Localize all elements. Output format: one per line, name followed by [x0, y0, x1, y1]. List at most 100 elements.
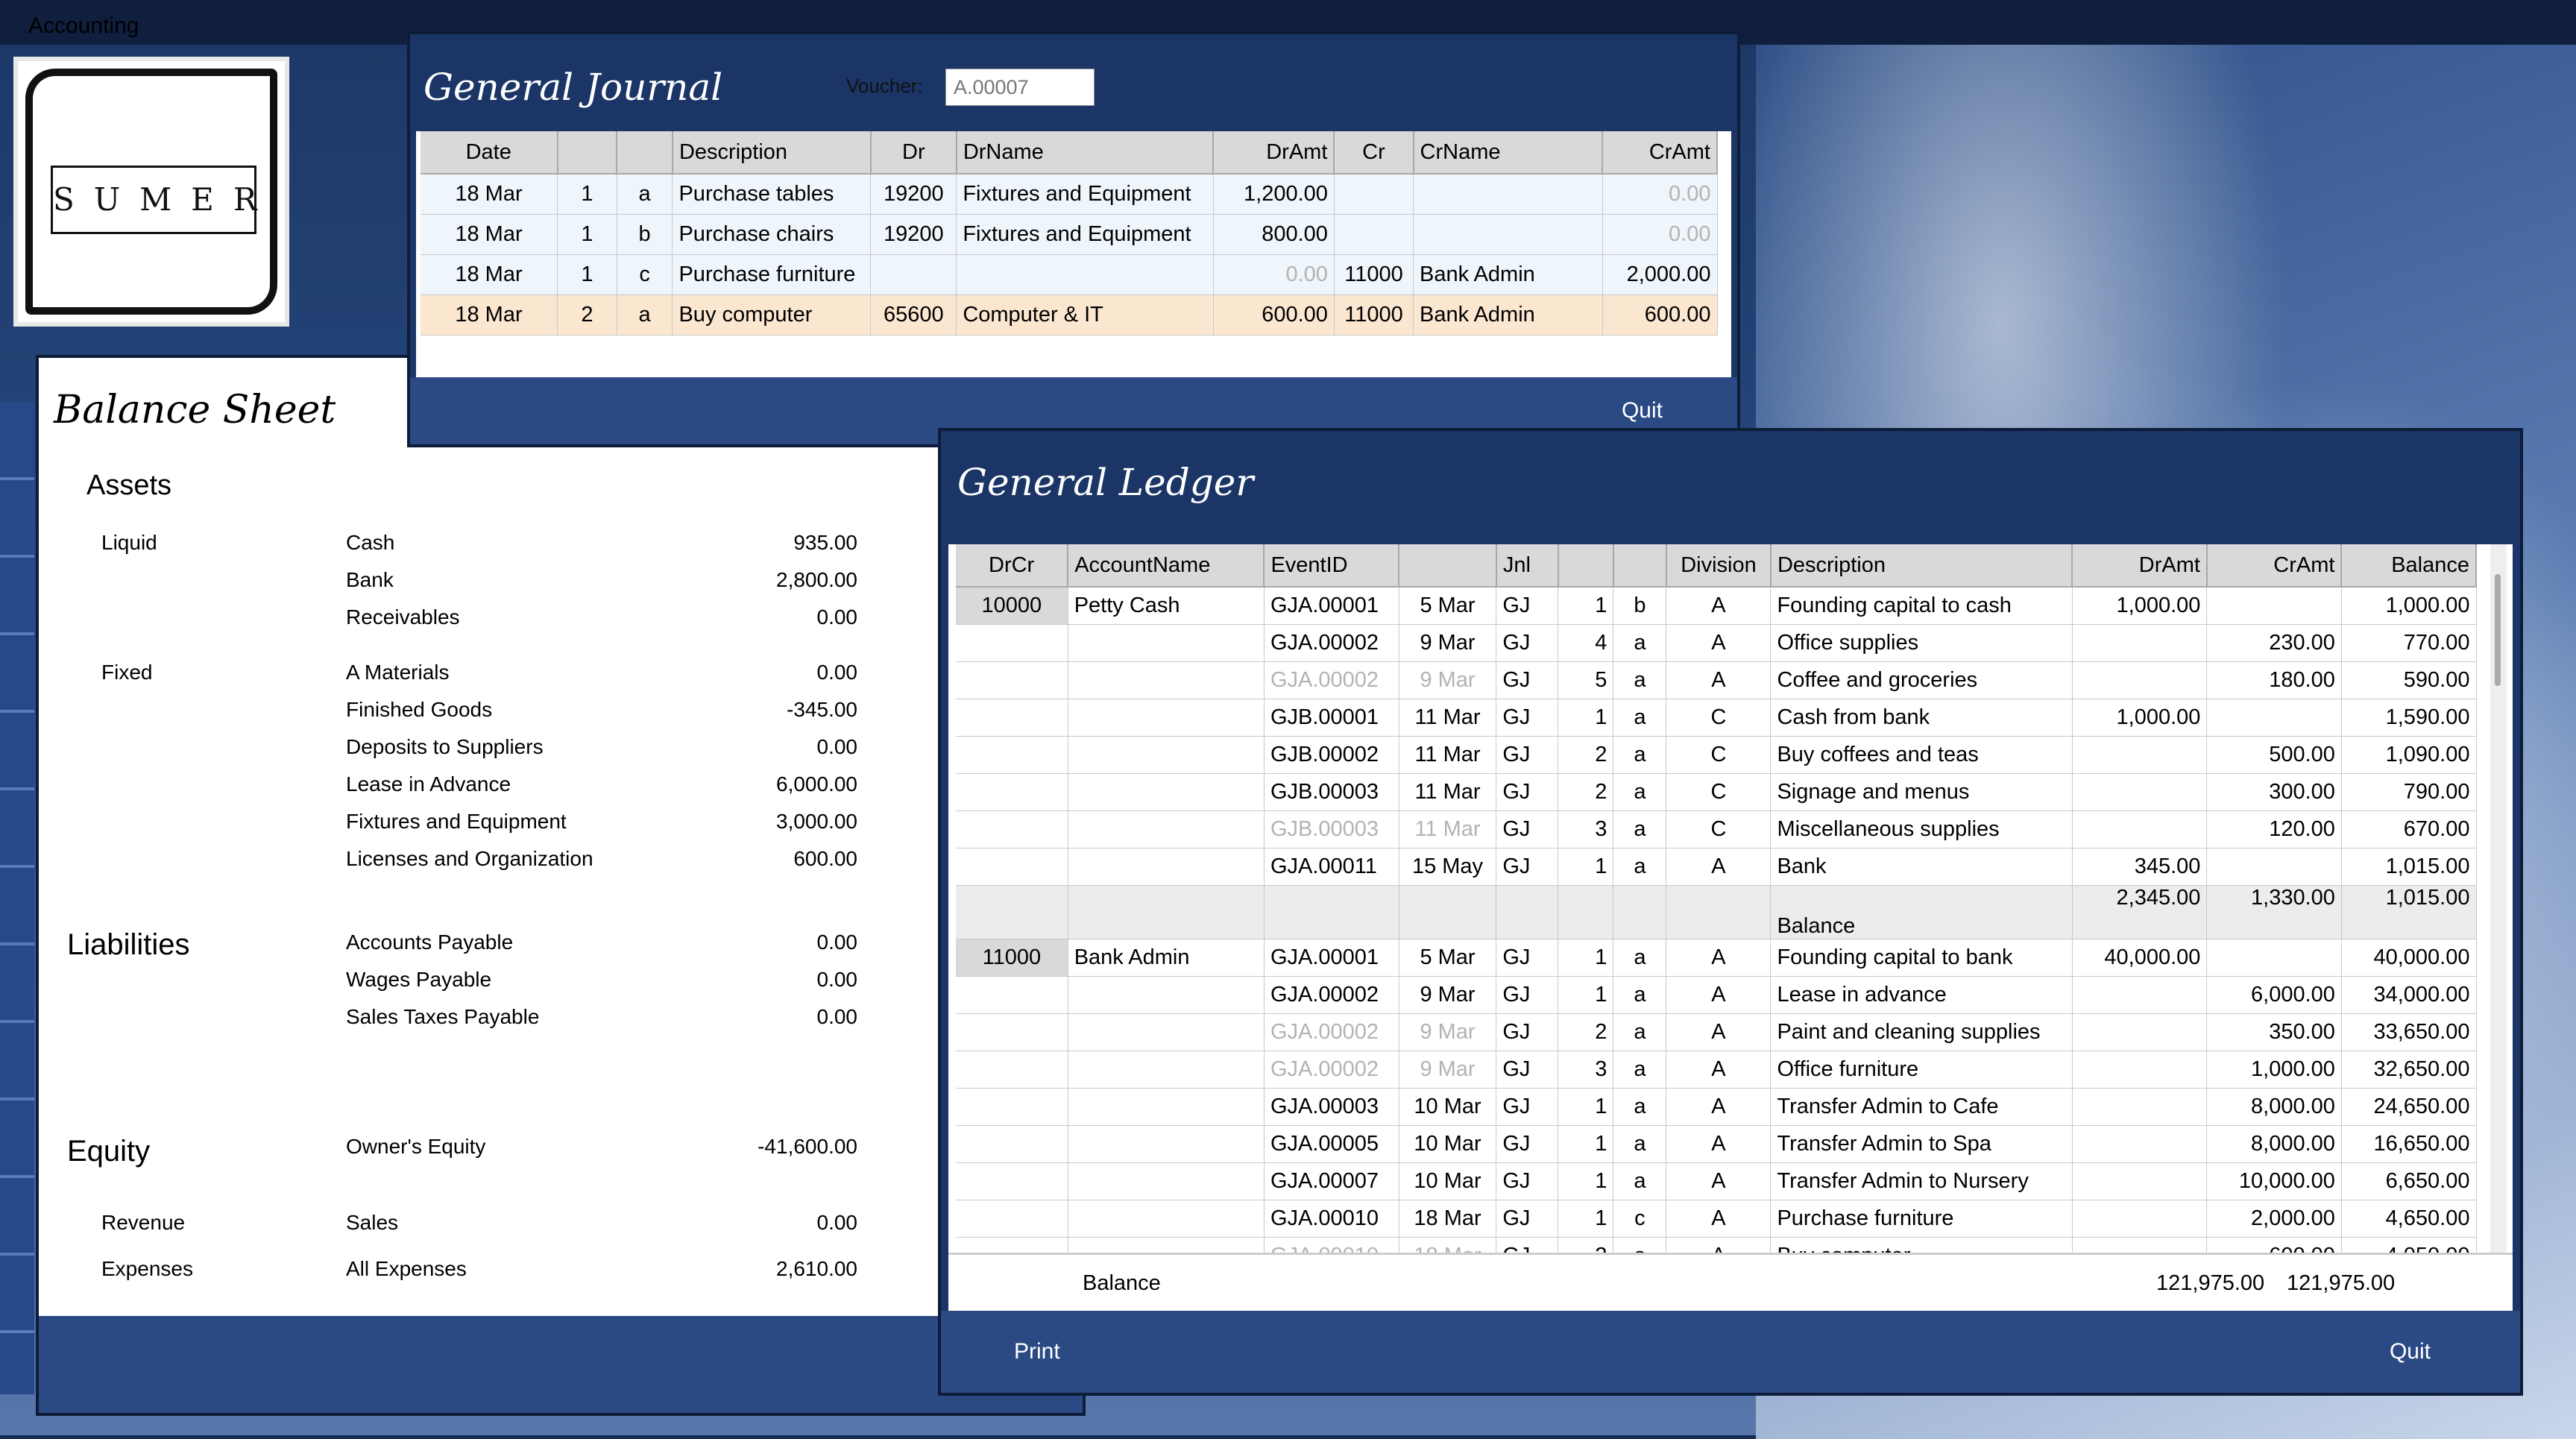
ledger-balance-label: Balance [1083, 1271, 1161, 1295]
ledger-cell: 1 [1558, 699, 1614, 737]
journal-cell: Buy computer [672, 295, 872, 336]
ledger-print-button[interactable]: Print [1014, 1339, 1060, 1364]
ledger-cell: GJ [1496, 810, 1559, 848]
ledger-cell: 5 Mar [1399, 587, 1497, 625]
balance-account-value: 0.00 [816, 968, 858, 991]
ledger-cell: 24,650.00 [2341, 1088, 2477, 1126]
journal-cell: Purchase furniture [672, 254, 872, 295]
ledger-cell: 11 Mar [1399, 736, 1497, 774]
balance-account-value: 935.00 [793, 531, 857, 554]
ledger-cell: GJ [1496, 848, 1559, 886]
journal-cell [870, 254, 957, 295]
ledger-cell: 9 Mar [1399, 1051, 1497, 1089]
ledger-row[interactable]: GJB.00001 11 Mar GJ 1 a C Cash from bank 1,000.… [956, 699, 2477, 737]
ledger-title: General Ledger [957, 461, 1254, 504]
ledger-cell: b [1613, 587, 1667, 625]
ledger-cell [1068, 1125, 1265, 1163]
ledger-row[interactable]: GJA.00002 9 Mar GJ 4 a A Office supplies 230.00… [956, 624, 2477, 662]
scrollbar-thumb[interactable] [2495, 574, 2501, 686]
journal-row[interactable]: 18 Mar 2 a Buy computer 65600 Computer & IT 60… [421, 295, 1718, 336]
ledger-cell [1068, 810, 1265, 848]
ledger-cell: 32,650.00 [2341, 1051, 2477, 1089]
ledger-cell: Transfer Admin to Spa [1770, 1125, 2073, 1163]
ledger-cell [2072, 1162, 2208, 1200]
journal-cell: 19200 [870, 214, 957, 255]
ledger-cell: GJA.00001 [1264, 587, 1399, 625]
ledger-cell: a [1613, 976, 1667, 1014]
ledger-header-row: DrCr AccountName EventID Jnl Division Descrip… [956, 544, 2477, 588]
ledger-row[interactable]: GJA.00002 9 Mar GJ 5 a A Coffee and groceries 1… [956, 661, 2477, 699]
balance-account-name: Sales Taxes Payable [346, 1005, 540, 1028]
ledger-scrollbar[interactable] [2490, 544, 2507, 1253]
balance-account-value: 0.00 [816, 661, 858, 684]
journal-cell [956, 254, 1214, 295]
balance-sheet-window: Balance Sheet Assets Liabilities Equity … [39, 358, 1083, 1413]
ledger-cell: 9 Mar [1399, 624, 1497, 662]
ledger-cell [1068, 1013, 1265, 1051]
ledger-row[interactable]: Balance 2,345.00 1,330.00 1,015.00 [956, 885, 2477, 939]
ledger-cell: A [1666, 1237, 1772, 1253]
ledger-row[interactable]: GJA.00007 10 Mar GJ 1 a A Transfer Admin to Nu… [956, 1162, 2477, 1200]
ledger-cell: GJA.00002 [1264, 661, 1399, 699]
ledger-cell [2072, 976, 2208, 1014]
ledger-cell: 1,330.00 [2206, 885, 2342, 939]
ledger-row[interactable]: GJA.00003 10 Mar GJ 1 a A Transfer Admin to Ca… [956, 1088, 2477, 1126]
ledger-quit-button[interactable]: Quit [2389, 1339, 2431, 1364]
ledger-cell: GJ [1496, 1013, 1559, 1051]
ledger-cell [956, 1125, 1068, 1163]
ledger-cell: A [1666, 848, 1772, 886]
ledger-cell: 2 [1558, 1237, 1614, 1253]
ledger-row[interactable]: GJA.00010 18 Mar GJ 1 c A Purchase furniture 2,… [956, 1200, 2477, 1238]
ledger-cell [1068, 976, 1265, 1014]
ledger-cell: Petty Cash [1068, 587, 1265, 625]
ledger-cell: 2,000.00 [2206, 1200, 2342, 1238]
balance-account-value: 600.00 [793, 847, 857, 870]
ledger-cell: 1 [1558, 939, 1614, 977]
ledger-cell [956, 1200, 1068, 1238]
ledger-cell: A [1666, 661, 1772, 699]
voucher-input[interactable] [945, 69, 1095, 106]
journal-row[interactable]: 18 Mar 1 c Purchase furniture 0.00 11000 Bank … [421, 254, 1718, 295]
ledger-cell: GJ [1496, 736, 1559, 774]
ledger-cell: 600.00 [2206, 1237, 2342, 1253]
ledger-cell: 120.00 [2206, 810, 2342, 848]
ledger-cell: a [1613, 624, 1667, 662]
ledger-cell [2072, 1051, 2208, 1089]
ledger-cell [956, 736, 1068, 774]
ledger-row[interactable]: GJB.00003 11 Mar GJ 2 a C Signage and menus 300… [956, 773, 2477, 811]
journal-cell: 2,000.00 [1602, 254, 1718, 295]
ledger-row[interactable]: GJA.00005 10 Mar GJ 1 a A Transfer Admin to Sp… [956, 1125, 2477, 1163]
ledger-row[interactable]: GJB.00003 11 Mar GJ 3 a C Miscellaneous suppli… [956, 810, 2477, 848]
journal-cell: 1 [557, 214, 617, 255]
ledger-cell: 1 [1558, 1162, 1614, 1200]
journal-header-row: Date Description Dr DrName DrAmt Cr CrName CrAm… [421, 131, 1718, 174]
ledger-cell: 8,000.00 [2206, 1125, 2342, 1163]
ledger-row[interactable]: 10000 Petty Cash GJA.00001 5 Mar GJ 1 b A Foundi… [956, 587, 2477, 625]
ledger-col-header [1399, 544, 1497, 588]
ledger-cell [1613, 885, 1667, 939]
journal-cell: 600.00 [1213, 295, 1335, 336]
ledger-cell: 8,000.00 [2206, 1088, 2342, 1126]
ledger-cell: A [1666, 1162, 1772, 1200]
balance-account-value: 6,000.00 [776, 772, 857, 796]
journal-row[interactable]: 18 Mar 1 b Purchase chairs 19200 Fixtures and… [421, 214, 1718, 255]
balance-account-value: -41,600.00 [758, 1135, 857, 1158]
journal-row[interactable]: 18 Mar 1 a Purchase tables 19200 Fixtures and… [421, 174, 1718, 215]
balance-account-name: All Expenses [346, 1257, 467, 1280]
balance-group-label: Revenue [101, 1211, 186, 1234]
journal-table: Date Description Dr DrName DrAmt Cr CrName CrAm… [421, 131, 1718, 336]
ledger-row[interactable]: GJB.00002 11 Mar GJ 2 a C Buy coffees and teas… [956, 736, 2477, 774]
ledger-cell: 1 [1558, 848, 1614, 886]
journal-quit-button[interactable]: Quit [1621, 398, 1663, 423]
journal-cell: a [617, 295, 673, 336]
ledger-row[interactable]: GJA.00002 9 Mar GJ 2 a A Paint and cleaning su… [956, 1013, 2477, 1051]
journal-col-header: Cr [1334, 131, 1414, 174]
voucher-label: Voucher: [846, 75, 923, 97]
ledger-row[interactable]: 11000 Bank Admin GJA.00001 5 Mar GJ 1 a A Foundi… [956, 939, 2477, 977]
ledger-row[interactable]: GJA.00011 15 May GJ 1 a A Bank 345.00 1,015.00 [956, 848, 2477, 886]
ledger-row[interactable]: GJA.00002 9 Mar GJ 3 a A Office furniture 1,000… [956, 1051, 2477, 1089]
ledger-cell: 11000 [956, 939, 1068, 977]
ledger-cell: 1,000.00 [2206, 1051, 2342, 1089]
ledger-row[interactable]: GJA.00002 9 Mar GJ 1 a A Lease in advance 6,000… [956, 976, 2477, 1014]
